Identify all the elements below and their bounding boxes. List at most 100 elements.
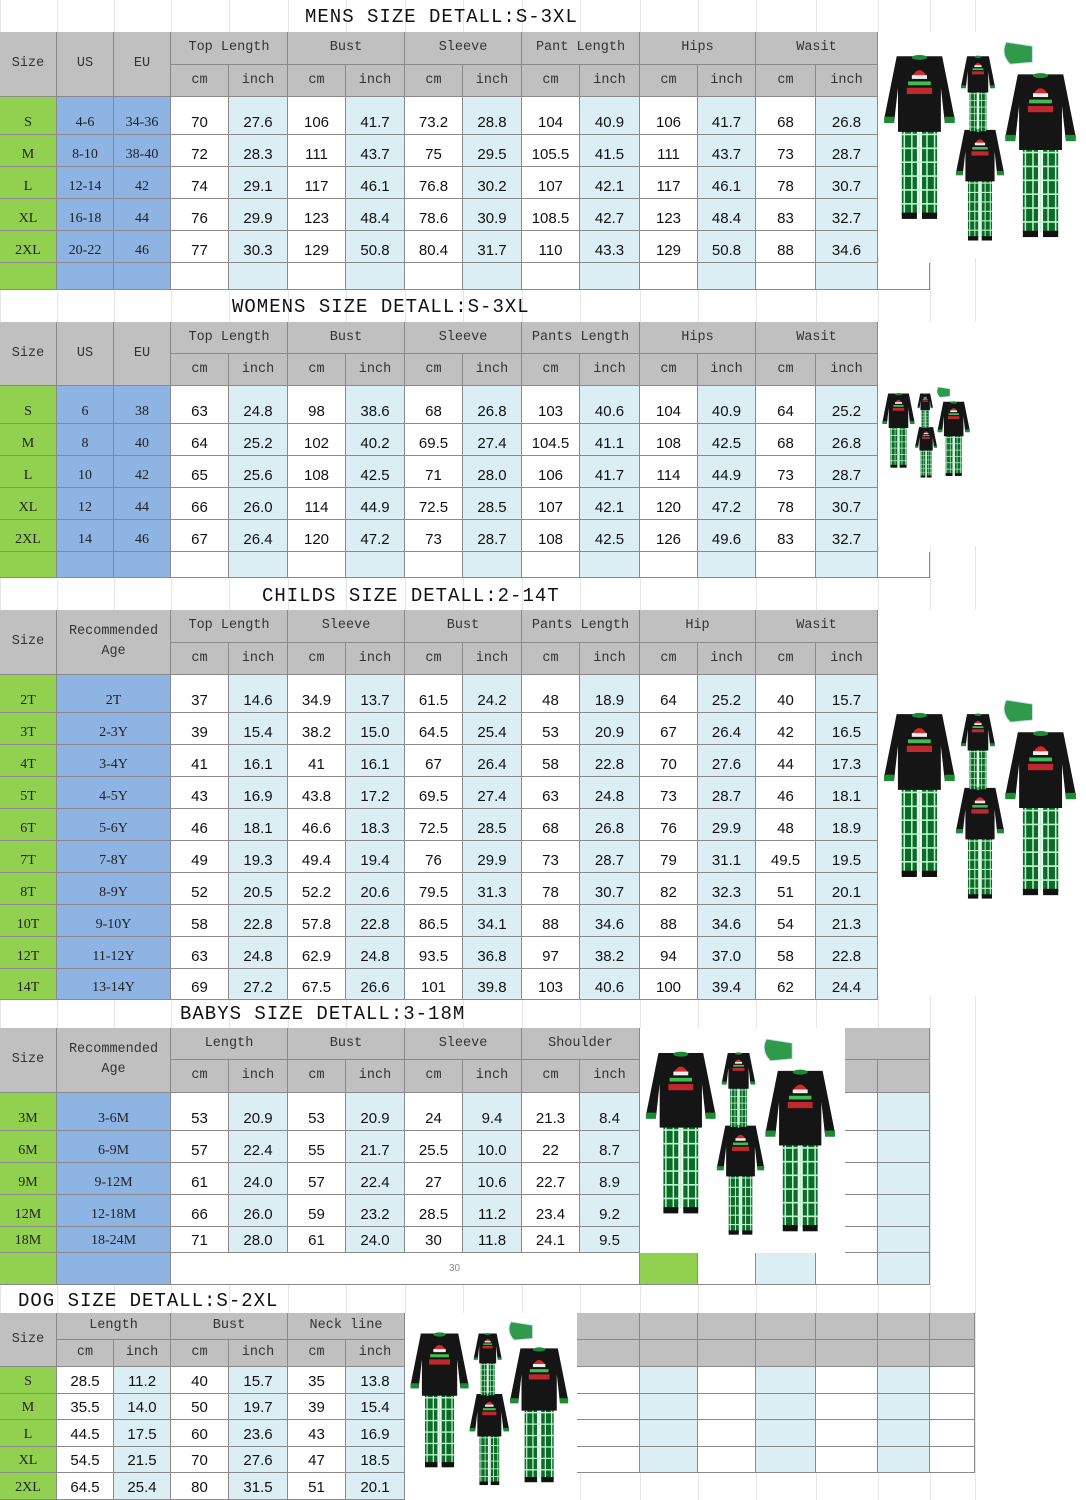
empty-cell: [171, 1253, 640, 1285]
inch-value: 15.4: [229, 713, 288, 745]
inch-value: 39.8: [463, 969, 522, 1000]
cm-value: 34.9: [288, 675, 346, 713]
empty-cell: [171, 263, 229, 290]
inch-value: 41.7: [346, 97, 405, 135]
size-cell: 9M: [0, 1163, 57, 1195]
cm-value: 63: [171, 937, 229, 969]
size-cell: 8T: [0, 873, 57, 905]
unit-header-inch: inch: [114, 1340, 171, 1367]
inch-value: 40.2: [346, 424, 405, 456]
cm-value: 102: [288, 424, 346, 456]
family-pajamas-photo: [878, 610, 1086, 996]
cm-value: 47: [288, 1447, 346, 1473]
cm-value: 50: [171, 1394, 229, 1420]
unit-header-cm: cm: [756, 643, 816, 675]
cm-value: 120: [288, 520, 346, 552]
cm-value: 78: [522, 873, 580, 905]
column-header: Size: [0, 610, 57, 675]
empty-cell: [878, 1227, 930, 1253]
empty-cell: [845, 1093, 878, 1131]
inch-value: 29.5: [463, 135, 522, 167]
unit-header-inch: inch: [463, 65, 522, 97]
unit-header-cm: cm: [171, 354, 229, 386]
inch-value: 34.6: [698, 905, 756, 937]
inch-value: 29.9: [229, 199, 288, 231]
age-cell: 8-9Y: [57, 873, 171, 905]
section-title: BABYS SIZE DETALL:3-18M: [180, 1003, 466, 1025]
inch-value: 30.3: [229, 231, 288, 263]
column-group-header: Shoulder: [522, 1028, 640, 1060]
age-cell: 20-22: [57, 231, 114, 263]
unit-header-cm: cm: [57, 1340, 114, 1367]
inch-value: 50.8: [698, 231, 756, 263]
age-cell: 14: [57, 520, 114, 552]
age-cell: 11-12Y: [57, 937, 171, 969]
cm-value: 83: [756, 199, 816, 231]
inch-value: 20.6: [346, 873, 405, 905]
cm-value: 35.5: [57, 1394, 114, 1420]
cm-value: 114: [288, 488, 346, 520]
empty-cell: [698, 1253, 756, 1285]
inch-value: 27.6: [229, 97, 288, 135]
inch-value: 9.4: [463, 1093, 522, 1131]
inch-value: 32.7: [816, 520, 878, 552]
cm-value: 76: [640, 809, 698, 841]
inch-value: 24.8: [580, 777, 640, 809]
inch-value: 30.9: [463, 199, 522, 231]
cm-value: 75: [405, 135, 463, 167]
size-cell: 12M: [0, 1195, 57, 1227]
column-header: Size: [0, 322, 57, 386]
inch-value: 16.5: [816, 713, 878, 745]
inch-value: 8.7: [580, 1131, 640, 1163]
cm-value: 58: [171, 905, 229, 937]
inch-value: 25.2: [816, 386, 878, 424]
size-cell: 6M: [0, 1131, 57, 1163]
empty-cell: [640, 1447, 698, 1473]
inch-value: 26.0: [229, 1195, 288, 1227]
inch-value: 31.3: [463, 873, 522, 905]
inch-value: 48.4: [346, 199, 405, 231]
cm-value: 78: [756, 488, 816, 520]
column-group-header: Length: [57, 1313, 171, 1340]
inch-value: 28.0: [229, 1227, 288, 1253]
inch-value: 17.2: [346, 777, 405, 809]
cm-value: 93.5: [405, 937, 463, 969]
empty-cell: [229, 263, 288, 290]
empty-cell: [0, 263, 57, 290]
cm-value: 53: [171, 1093, 229, 1131]
inch-value: 15.4: [346, 1394, 405, 1420]
empty-header: [845, 1028, 930, 1060]
cm-value: 82: [640, 873, 698, 905]
inch-value: 28.8: [463, 97, 522, 135]
cm-value: 78: [756, 167, 816, 199]
cm-value: 46: [756, 777, 816, 809]
inch-value: 42.1: [580, 167, 640, 199]
inch-value: 27.2: [229, 969, 288, 1000]
unit-header-cm: cm: [171, 65, 229, 97]
family-pajamas-photo: [405, 1313, 577, 1500]
cm-value: 22.7: [522, 1163, 580, 1195]
cm-value: 48: [756, 809, 816, 841]
unit-header-cm: cm: [522, 643, 580, 675]
inch-value: 17.3: [816, 745, 878, 777]
column-group-header: Top Length: [171, 32, 288, 65]
age-cell: 9-12M: [57, 1163, 171, 1195]
size-cell: 3T: [0, 713, 57, 745]
unit-header-inch: inch: [229, 354, 288, 386]
cm-value: 57: [288, 1163, 346, 1195]
empty-header: [756, 1340, 816, 1367]
cm-value: 104: [522, 97, 580, 135]
cm-value: 64.5: [57, 1473, 114, 1500]
empty-cell: [878, 1367, 930, 1394]
inch-value: 26.8: [580, 809, 640, 841]
cm-value: 44.5: [57, 1420, 114, 1447]
inch-value: 10.0: [463, 1131, 522, 1163]
inch-value: 38.2: [580, 937, 640, 969]
empty-cell: [878, 1131, 930, 1163]
inch-value: 10.6: [463, 1163, 522, 1195]
unit-header-cm: cm: [522, 1060, 580, 1093]
column-group-header: Wasit: [756, 322, 878, 354]
inch-value: 20.9: [229, 1093, 288, 1131]
size-cell: M: [0, 424, 57, 456]
